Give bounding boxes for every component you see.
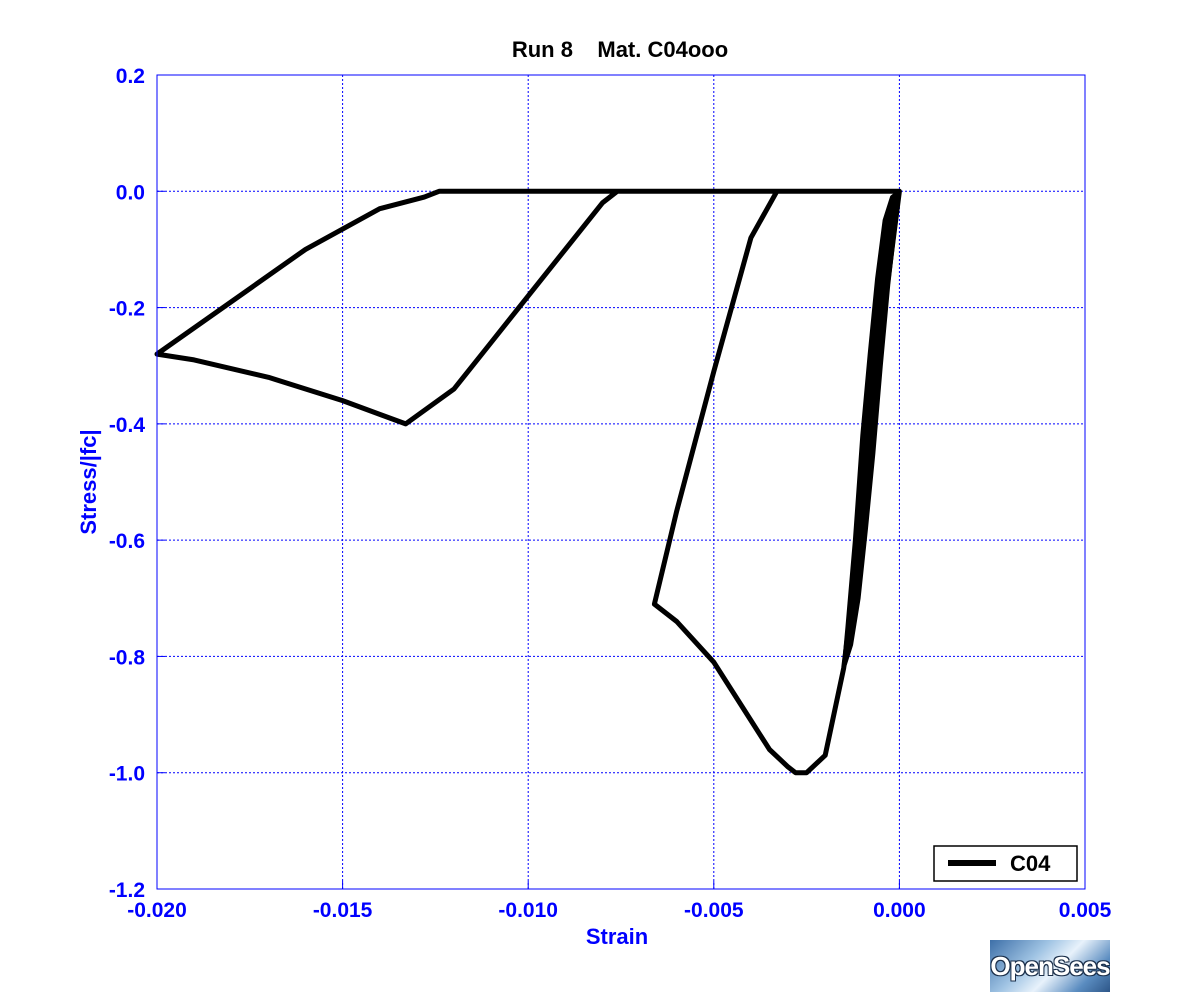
- x-tick-label: -0.010: [498, 899, 558, 922]
- x-axis-label: Strain: [586, 924, 648, 949]
- y-tick-label: -0.6: [109, 530, 145, 553]
- series-cyclic-band: [841, 189, 902, 671]
- y-axis-ticks: 0.2 0.0 -0.2 -0.4 -0.6 -0.8 -1.0 -1.2: [109, 65, 165, 902]
- x-tick-label: -0.005: [684, 899, 744, 922]
- x-tick-label: 0.005: [1059, 899, 1112, 922]
- opensees-logo: OpenSees: [990, 940, 1110, 992]
- plot-frame: [156, 74, 1086, 890]
- y-tick-label: -0.4: [109, 414, 146, 437]
- series-layer: [154, 188, 902, 776]
- y-tick-label: 0.2: [116, 65, 145, 88]
- x-axis-ticks: -0.020 -0.015 -0.010 -0.005 0.000 0.005: [127, 881, 1112, 922]
- x-tick-label: -0.020: [127, 899, 187, 922]
- grid: [157, 75, 1085, 889]
- series-line-c04: [154, 188, 902, 776]
- y-axis-label: Stress/|fc|: [76, 429, 101, 534]
- y-tick-label: -0.8: [109, 646, 146, 669]
- y-tick-label: -1.0: [109, 763, 145, 786]
- y-tick-label: -1.2: [109, 879, 145, 902]
- legend: C04: [933, 845, 1078, 882]
- y-tick-label: -0.2: [109, 298, 145, 321]
- x-tick-label: -0.015: [313, 899, 373, 922]
- chart-title: Run 8 Mat. C04ooo: [512, 37, 728, 62]
- logo-text: OpenSees: [990, 950, 1110, 981]
- legend-label-c04: C04: [1010, 851, 1051, 876]
- x-tick-label: 0.000: [873, 899, 926, 922]
- y-tick-label: 0.0: [116, 181, 145, 204]
